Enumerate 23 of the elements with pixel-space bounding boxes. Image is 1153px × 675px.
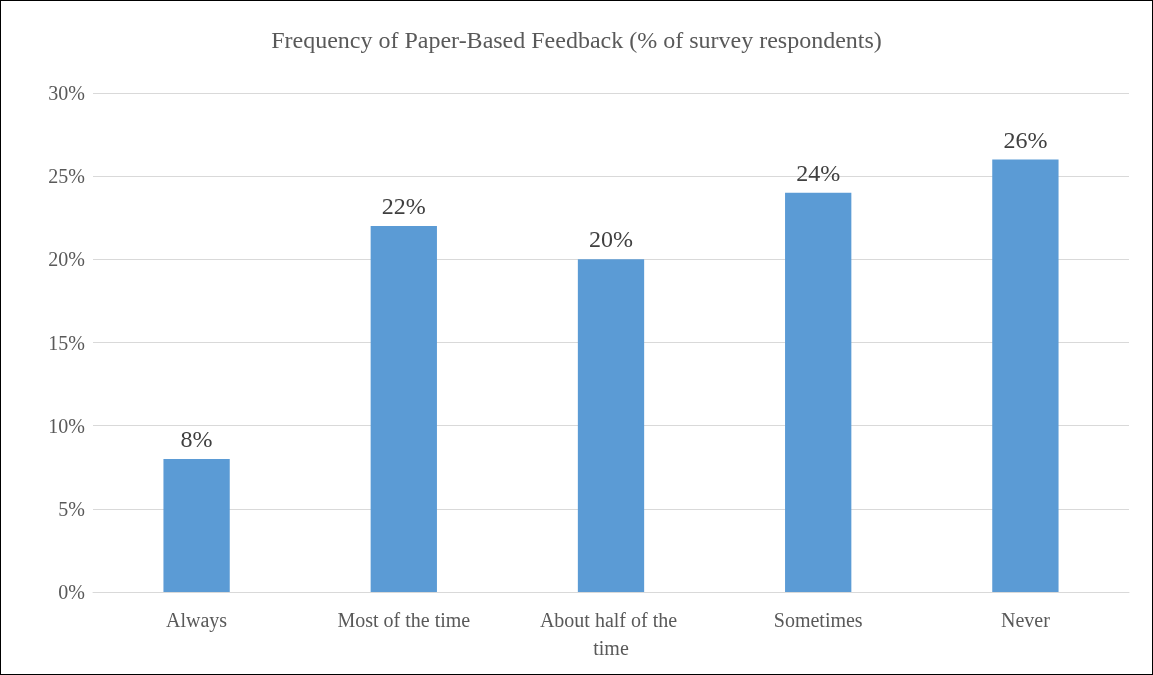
bar <box>577 259 645 592</box>
y-tick-label: 30% <box>48 82 85 104</box>
x-tick-label: Always <box>166 609 228 632</box>
y-tick-label: 25% <box>48 165 85 188</box>
y-tick-label: 10% <box>48 414 85 437</box>
y-tick-label: 0% <box>58 581 85 603</box>
y-tick-label: 20% <box>48 248 85 271</box>
y-tick-label: 5% <box>58 497 85 520</box>
bar <box>992 159 1059 592</box>
data-label: 26% <box>1003 126 1048 153</box>
data-label: 24% <box>796 159 841 186</box>
bar <box>370 226 437 592</box>
chart-title: Frequency of Paper-Based Feedback (% of survey respondents) <box>271 27 882 53</box>
data-label: 22% <box>381 193 426 220</box>
data-label: 20% <box>589 226 633 253</box>
bar <box>163 458 230 592</box>
x-tick-label: About half of the time <box>539 609 683 659</box>
x-tick-label: Never <box>1000 609 1051 631</box>
data-label: 8% <box>180 425 213 452</box>
bar <box>785 192 852 592</box>
x-tick-label: Sometimes <box>773 609 863 631</box>
x-tick-label: Most of the time <box>337 609 471 631</box>
y-tick-label: 15% <box>48 331 85 354</box>
